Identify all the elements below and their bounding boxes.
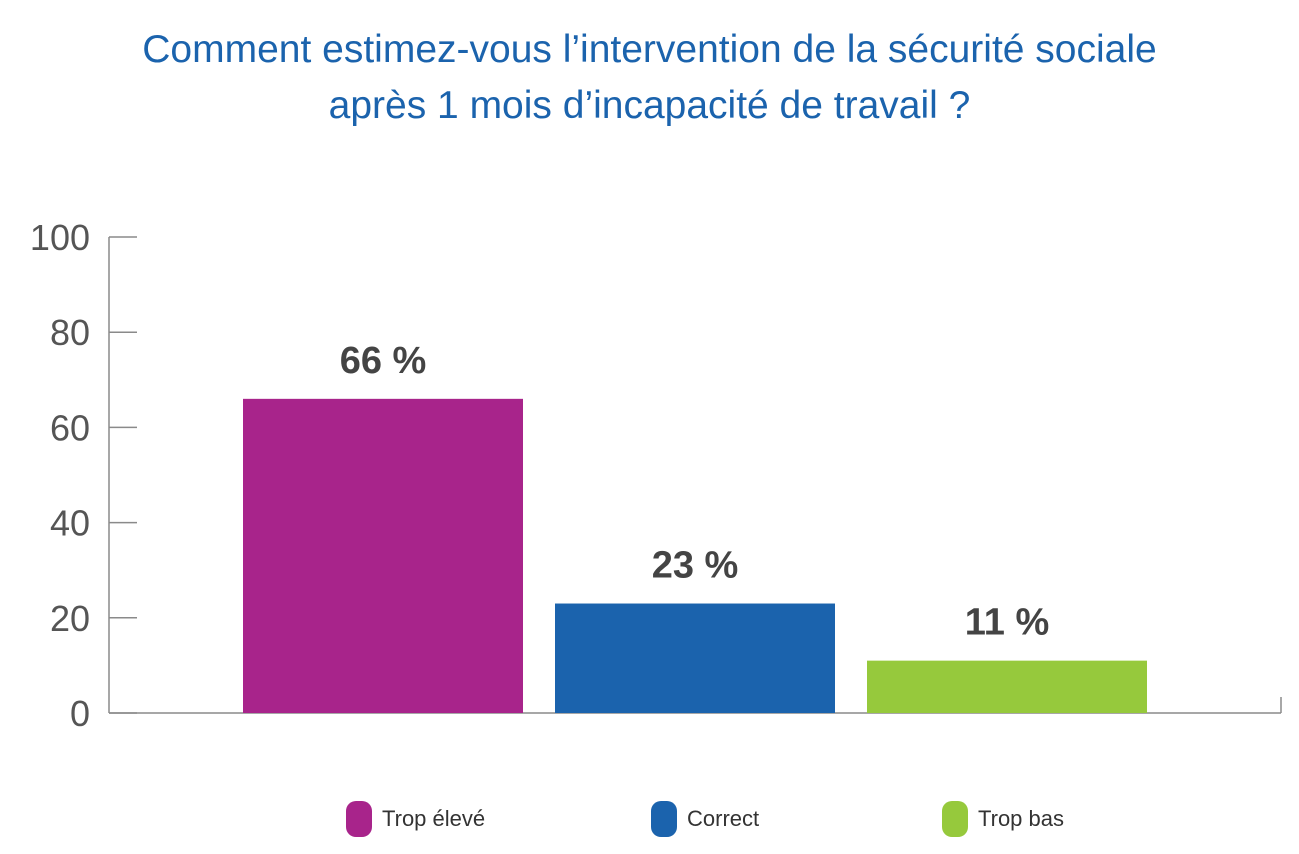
chart-title-line-1: Comment estimez-vous l’intervention de l… [142, 28, 1157, 71]
bar [555, 603, 835, 713]
data-label: 11 % [965, 602, 1050, 644]
chart-title-line-2: après 1 mois d’incapacité de travail ? [328, 84, 971, 127]
legend-swatch-icon [346, 801, 372, 837]
legend-label: Correct [687, 806, 760, 831]
bars [243, 398, 1147, 713]
legend-item: Trop bas [942, 800, 1064, 838]
bar-chart: 0 20 40 60 80 100 66 % 23 % 11 % [30, 217, 1282, 734]
bar [867, 660, 1147, 713]
y-tick-label: 60 [50, 407, 90, 448]
y-tick-label: 0 [70, 693, 90, 734]
legend-swatch-icon [651, 801, 677, 837]
bar [243, 398, 523, 713]
y-tick-label: 40 [50, 503, 90, 544]
y-tick-label: 20 [50, 598, 90, 639]
y-tick-label: 100 [30, 217, 90, 258]
chart-title: Comment estimez-vous l’intervention de l… [0, 22, 1299, 134]
legend-swatch-icon [942, 801, 968, 837]
data-labels: 66 % 23 % 11 % [340, 340, 1050, 644]
legend-item: Trop élevé [346, 800, 485, 838]
legend-label: Trop élevé [382, 806, 486, 831]
data-label: 23 % [652, 545, 739, 587]
y-tick-label: 80 [50, 312, 90, 353]
legend-item: Correct [651, 800, 759, 838]
data-label: 66 % [340, 340, 427, 382]
chart-legend: Trop élevé Correct Trop bas [0, 800, 1299, 840]
legend-label: Trop bas [978, 806, 1065, 831]
y-axis-ticks: 0 20 40 60 80 100 [30, 217, 137, 734]
